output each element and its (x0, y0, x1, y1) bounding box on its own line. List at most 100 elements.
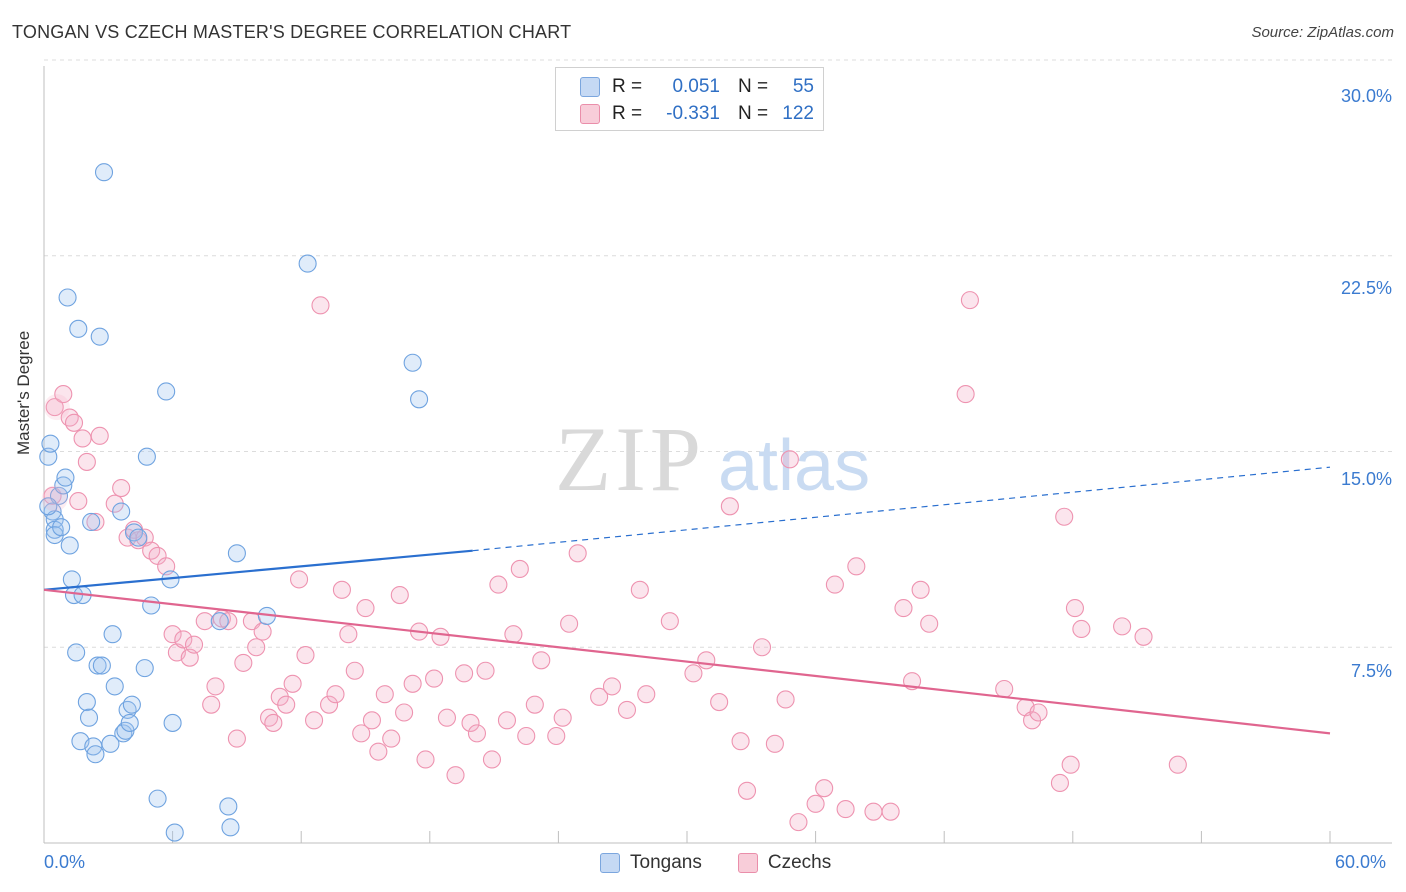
czech-point (362, 711, 381, 730)
tongan-point (101, 734, 120, 753)
grid (44, 59, 1392, 648)
x-tick-label: 60.0% (1335, 852, 1387, 872)
czech-point (517, 726, 536, 746)
watermark-zip: ZIP (555, 408, 705, 510)
czech-point (911, 580, 930, 599)
x-tick-label: 0.0% (44, 852, 86, 872)
czech-point (684, 664, 703, 683)
legend-item-tongans: Tongans (600, 852, 702, 874)
tongan-point (410, 390, 429, 409)
czech-point (206, 677, 225, 696)
tongan-point (90, 327, 109, 346)
n-value: 55 (792, 76, 814, 97)
czech-point (1029, 703, 1048, 722)
czech-point (369, 742, 388, 761)
czech-point (489, 575, 508, 594)
czech-point (776, 690, 795, 709)
correlation-legend: R = 0.051 N = 55 R = -0.331 N = 122 (555, 67, 824, 131)
data-points (39, 163, 1187, 842)
tongan-point (52, 518, 71, 537)
czech-point (710, 693, 729, 712)
tongan-point (219, 797, 238, 816)
tongan-point (157, 382, 176, 401)
czech-point (894, 599, 913, 618)
tongan-point (129, 528, 148, 547)
czech-point (64, 413, 84, 432)
tongan-point (58, 288, 77, 307)
czech-point (345, 661, 364, 680)
trend-lines (43, 466, 1331, 735)
n-value: 122 (782, 103, 814, 124)
tongan-point (67, 643, 86, 662)
czech-point (54, 385, 73, 404)
czech-point (590, 687, 609, 706)
tongan-point (60, 536, 79, 555)
czech-point (356, 599, 375, 618)
czech-point (847, 557, 866, 576)
tongan-point (86, 745, 105, 764)
source-note: Source: ZipAtlas.com (1251, 24, 1394, 41)
czech-point (320, 695, 339, 714)
czech-point (135, 528, 154, 547)
czech-point (431, 627, 450, 646)
r-value: -0.331 (666, 103, 720, 124)
czech-point (202, 695, 221, 714)
czech-point (525, 695, 544, 714)
axes (43, 66, 1392, 844)
tongan-point (148, 789, 167, 808)
czech-point (184, 635, 204, 654)
czech-point (731, 732, 750, 751)
czech-point (602, 677, 622, 696)
tongan-point (137, 447, 156, 466)
czech-point (752, 638, 772, 657)
czech-point (765, 734, 784, 753)
czech-point (339, 625, 358, 644)
czech-point (532, 651, 551, 670)
czech-point (476, 661, 495, 680)
n-label: N = (738, 76, 769, 97)
tongan-point (39, 497, 58, 516)
tongan-point (62, 570, 81, 589)
czech-point (277, 695, 296, 714)
tongan-point (165, 823, 184, 842)
tongan-point (210, 612, 229, 631)
czech-point (547, 726, 566, 746)
czech-point (86, 512, 105, 532)
czech-point (1065, 599, 1084, 618)
tongan-point (56, 468, 75, 487)
czech-point (290, 570, 309, 589)
czech-point (1061, 755, 1080, 774)
czech-point (560, 614, 579, 633)
czech-point (73, 429, 92, 448)
czech-point (995, 679, 1014, 699)
tongan-point (79, 708, 99, 727)
tongan-point (105, 677, 124, 696)
czech-point (77, 452, 96, 471)
czech-point (382, 729, 401, 748)
czech-point (227, 729, 246, 748)
legend-label: Tongans (630, 852, 702, 873)
tongan-point (221, 818, 240, 837)
czech-point (553, 708, 572, 727)
czech-point (568, 544, 587, 563)
czech-point (69, 492, 88, 511)
czech-point (881, 802, 900, 821)
czech-point (737, 781, 757, 800)
series-legend: Tongans Czechs (600, 852, 867, 874)
legend-label: Czechs (767, 852, 832, 873)
czech-point (1055, 507, 1074, 526)
czech-point (174, 630, 193, 649)
czech-point (390, 585, 409, 605)
czech-point (403, 674, 422, 693)
czech-point (1050, 773, 1069, 793)
legend-row-tongans: R = 0.051 N = 55 (580, 75, 814, 99)
tongan-point (103, 625, 122, 644)
tongans-trend-extension (472, 466, 1331, 552)
tongans-trend-line (43, 549, 473, 591)
tongan-point (69, 319, 88, 338)
czech-point (352, 724, 371, 743)
czech-point (720, 497, 739, 516)
tongan-point (92, 656, 111, 675)
tongans-swatch (600, 853, 620, 873)
